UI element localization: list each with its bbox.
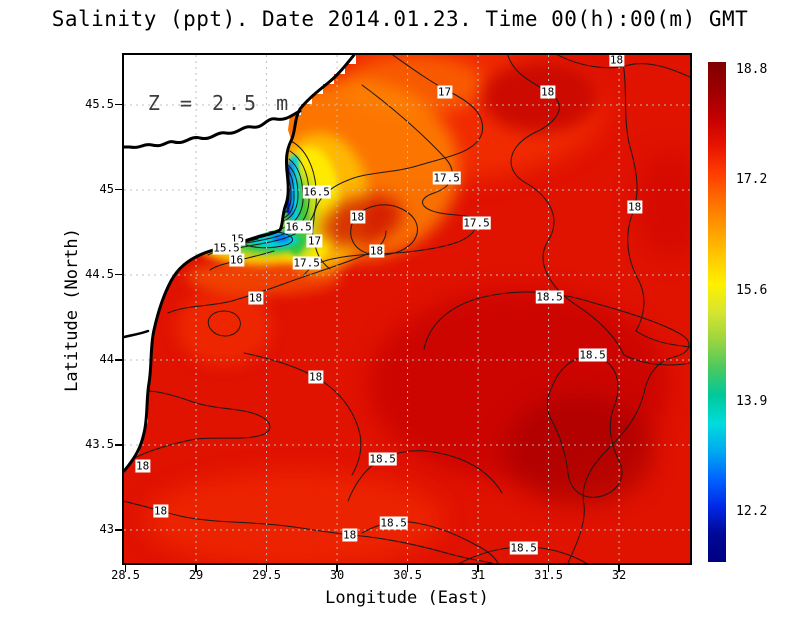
y-tick-mark [115,273,122,276]
contour-label: 18.5 [379,516,408,530]
plot-overlay: Z = 2.5 m 18 17 18 17.5 16.5 18 18 17.5 16.5 15 17… [124,55,690,563]
x-tick-mark [336,565,338,572]
y-axis-title: Latitude (North) [62,228,82,392]
colorbar-tick-label: 13.9 [736,394,768,409]
x-tick-label: 28.5 [111,568,140,582]
x-tick-mark [124,565,127,572]
contour-label: 17 [306,234,323,248]
x-tick-label: 29 [188,568,204,582]
colorbar [708,62,726,562]
y-tick-label: 43.5 [85,437,114,451]
sea-color-field [124,55,690,563]
y-tick-mark [115,359,122,361]
x-tick-label: 29.5 [252,568,281,582]
x-axis-title: Longitude (East) [325,588,489,608]
contour-label: 18 [341,528,358,542]
contour-label: 18 [608,53,625,67]
contour-label: 18 [247,291,264,305]
y-tick-label: 44.5 [85,266,114,281]
contour-label: 18 [626,200,643,214]
contour-label: 16 [228,253,245,267]
colorbar-tick-label: 15.6 [736,283,768,298]
plot-title: Salinity (ppt). Date 2014.01.23. Time 00… [51,7,749,31]
x-tick-mark [195,565,197,572]
x-tick-label: 32 [611,568,627,582]
contour-label: 16.5 [284,220,313,234]
contour-label: 18.5 [368,452,397,466]
contour-label: 17.5 [292,256,321,270]
contour-label: 18 [134,459,151,473]
map-plot-area: Z = 2.5 m 18 17 18 17.5 16.5 18 18 17.5 16.5 15 17… [122,53,692,565]
y-tick-mark [115,103,122,106]
contour-label: 17.5 [432,171,461,185]
y-tick-label: 43 [99,522,114,537]
land-mask [124,55,356,469]
x-tick-label: 30 [329,568,345,582]
y-tick-label: 45 [99,181,114,196]
colorbar-tick-label: 17.2 [736,172,768,187]
y-tick-mark [115,444,122,446]
contour-label: 16.5 [302,185,331,199]
x-tick-label: 31.5 [534,568,564,582]
depth-annotation: Z = 2.5 m [147,91,293,115]
contour-label: 18 [349,210,366,224]
contour-label: 17.5 [462,216,491,230]
x-tick-label: 30.5 [393,568,423,582]
contour-label: 18 [308,370,324,384]
x-tick-label: 31 [470,568,486,582]
grid-lines [124,55,690,563]
x-tick-mark [618,565,620,572]
contour-label: 15.5 [212,241,241,255]
y-tick-mark [115,188,122,191]
contour-label: 18 [368,244,385,258]
contour-label: 18.5 [578,348,607,362]
salinity-field-map [124,55,690,563]
y-tick-label: 45.5 [85,96,114,111]
colorbar-tick-label: 18.8 [736,62,768,77]
x-tick-mark [406,565,409,572]
contour-label: 18 [539,85,556,99]
x-tick-mark [265,565,268,572]
contour-label: 18 [152,504,169,518]
x-tick-mark [547,565,550,572]
contour-label: 18.5 [509,541,538,555]
y-tick-mark [115,529,122,531]
coastline [124,55,356,473]
contour-label: 18.5 [535,290,564,304]
contour-label: 17 [436,85,453,99]
colorbar-tick-label: 12.2 [736,504,768,519]
x-tick-mark [477,565,479,572]
y-tick-label: 44 [99,352,114,366]
